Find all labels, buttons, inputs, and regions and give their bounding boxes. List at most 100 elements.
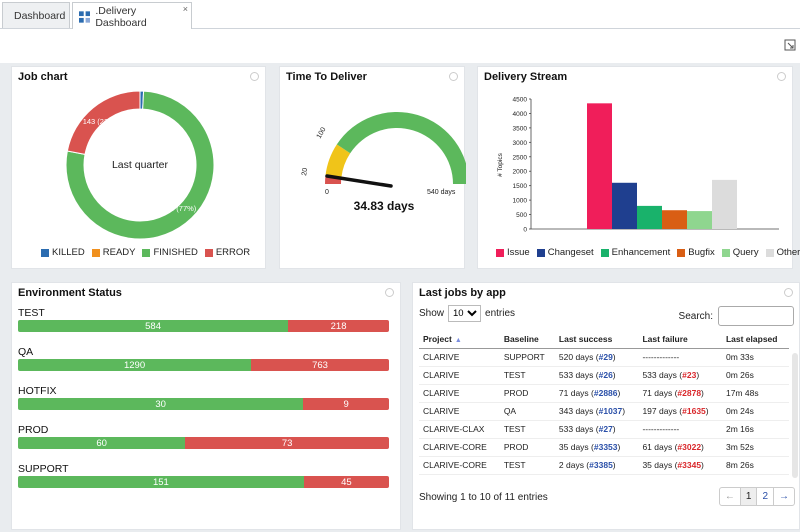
legend-label: Bugfix (688, 247, 715, 258)
panel-refresh-icon[interactable] (385, 288, 394, 297)
cell-last-failure: ------------- (638, 348, 722, 367)
paren: ) (612, 352, 616, 362)
y-tick-label: 1500 (513, 183, 528, 190)
success-job-link[interactable]: #3353 (593, 442, 618, 452)
gauge-needle (325, 174, 393, 188)
fullscreen-icon[interactable] (784, 39, 796, 51)
env-bar-hotfix[interactable]: 30 9 (18, 398, 389, 410)
tab-label: .Delivery Dashboard (95, 4, 147, 29)
cell-baseline: TEST (499, 456, 555, 475)
bar-enhancement[interactable] (637, 205, 662, 229)
col-header-last-failure[interactable]: Last failure (638, 330, 722, 349)
col-header-last-success[interactable]: Last success (554, 330, 639, 349)
col-header-project[interactable]: Project ▲ (419, 330, 500, 349)
y-tick-label: 2000 (513, 169, 528, 176)
env-bar-support[interactable]: 151 45 (18, 476, 389, 488)
bar-other[interactable] (712, 179, 737, 229)
legend-label: READY (102, 247, 136, 258)
env-bar-prod[interactable]: 60 73 (18, 437, 389, 449)
y-axis-label: # Topics (497, 152, 504, 176)
success-job-link[interactable]: #27 (598, 424, 613, 434)
legend-item-issue[interactable]: Issue (496, 247, 530, 258)
legend-item-error[interactable]: ERROR (204, 247, 250, 258)
env-failure-segment: 45 (303, 476, 389, 488)
close-icon[interactable]: × (182, 4, 188, 14)
donut-slice-error[interactable] (66, 90, 141, 155)
tab-dashboard[interactable]: Dashboard (2, 2, 70, 28)
cell-project: CLARIVE (419, 348, 500, 367)
cell-last-success: 71 days (#2886) (554, 384, 639, 403)
donut-center-label: Last quarter (112, 159, 169, 171)
success-job-link[interactable]: #3385 (589, 460, 613, 470)
show-label: Show (419, 308, 445, 319)
legend-item-finished[interactable]: FINISHED (142, 247, 198, 258)
legend-label: Other (776, 247, 800, 258)
legend-swatch (496, 248, 504, 257)
env-name-test: TEST (18, 307, 45, 319)
cell-last-failure: 71 days (#2878) (638, 384, 722, 403)
panel-refresh-icon[interactable] (449, 72, 458, 81)
failure-job-link[interactable]: #1635 (682, 406, 706, 416)
success-job-link[interactable]: #1037 (598, 406, 623, 416)
success-job-link[interactable]: #2886 (593, 388, 618, 398)
legend-item-enhancement[interactable]: Enhancement (600, 247, 670, 258)
table-row: CLARIVE-CORE PROD 35 days (#3353) 61 day… (419, 438, 789, 457)
prev-page-button[interactable]: ← (724, 491, 735, 502)
paren: ) (617, 442, 621, 452)
success-job-link[interactable]: #29 (598, 352, 613, 362)
env-failure-segment: 9 (303, 398, 389, 410)
tab-label: Dashboard (14, 9, 66, 22)
col-header-last-elapsed[interactable]: Last elapsed (721, 330, 789, 349)
panel-refresh-icon[interactable] (250, 72, 259, 81)
legend-item-query[interactable]: Query (721, 247, 759, 258)
page-2-button[interactable]: 2 (756, 488, 773, 505)
failure-job-link[interactable]: #23 (682, 370, 697, 380)
failure-job-link[interactable]: #3022 (677, 442, 702, 452)
env-failure-segment: 73 (185, 437, 389, 449)
gauge-max-label: 540 days (427, 189, 456, 196)
search-label: Search: (678, 310, 713, 322)
paren: ) (617, 388, 621, 398)
header-label: Project (423, 333, 452, 344)
env-bar-qa[interactable]: 1290 763 (18, 359, 389, 371)
env-name-hotfix: HOTFIX (18, 385, 57, 397)
paren: ) (696, 370, 700, 380)
env-failure-segment: 218 (288, 320, 389, 332)
next-page-button[interactable]: → (773, 488, 794, 505)
col-header-baseline[interactable]: Baseline (499, 330, 555, 349)
cell-last-failure: 35 days (#3345) (638, 456, 722, 475)
cell-elapsed: 3m 52s (721, 438, 789, 457)
legend-item-bugfix[interactable]: Bugfix (677, 247, 715, 258)
cell-last-failure: 197 days (#1635) (638, 402, 722, 421)
table-scrollbar[interactable] (792, 353, 798, 478)
bar-query[interactable] (687, 211, 712, 229)
legend-item-changeset[interactable]: Changeset (536, 247, 594, 258)
legend-item-other[interactable]: Other (765, 247, 800, 258)
panel-refresh-icon[interactable] (777, 72, 786, 81)
failure-job-link[interactable]: #3345 (677, 460, 702, 470)
gauge-min-label: 0 (325, 189, 329, 196)
legend-item-ready[interactable]: READY (91, 247, 136, 258)
page-1-button[interactable]: 1 (739, 488, 757, 505)
cell-last-success: 35 days (#3353) (554, 438, 639, 457)
entries-select[interactable]: 10 (448, 305, 482, 322)
error-slice-label: 143 (22%) (83, 117, 118, 126)
legend-label: Changeset (547, 247, 594, 258)
cell-baseline: QA (499, 402, 555, 421)
panel-title: Time To Deliver (286, 71, 367, 83)
donut-slice-finished[interactable] (65, 90, 215, 240)
last-jobs-panel: Last jobs by app Show 10 entries Search:… (412, 282, 800, 530)
failure-text: 61 days ( (642, 442, 678, 452)
tab-delivery-dashboard[interactable]: .Delivery Dashboard × (72, 2, 192, 30)
env-success-segment: 584 (18, 320, 289, 332)
env-bar-test[interactable]: 584 218 (18, 320, 389, 332)
bar-issue[interactable] (587, 103, 612, 229)
search-input[interactable] (718, 306, 794, 326)
success-job-link[interactable]: #26 (598, 370, 613, 380)
table-info: Showing 1 to 10 of 11 entries (419, 492, 548, 503)
bar-bugfix[interactable] (662, 210, 687, 229)
bar-changeset[interactable] (612, 182, 637, 229)
legend-item-killed[interactable]: KILLED (41, 247, 85, 258)
failure-job-link[interactable]: #2878 (677, 388, 702, 398)
panel-refresh-icon[interactable] (784, 288, 793, 297)
